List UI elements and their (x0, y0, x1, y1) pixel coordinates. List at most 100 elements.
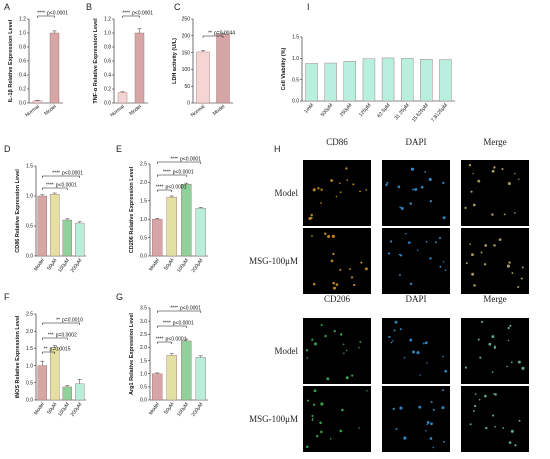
image-row-label-1-1: MSG-100μM (249, 414, 298, 424)
y-tick-label-I: 0.0 (292, 99, 299, 105)
sig-bracket-C-0 (202, 35, 224, 38)
micrograph-0-0-2 (461, 160, 529, 226)
cell-dot (409, 338, 413, 342)
cell-dot (399, 328, 402, 331)
cell-dot (477, 338, 480, 341)
cell-dot (345, 167, 348, 170)
cell-dot (429, 257, 432, 260)
cell-dot (484, 244, 488, 247)
cell-dot (469, 423, 472, 426)
y-tick-label-G: 3.5 (140, 306, 147, 312)
cell-dot (506, 264, 511, 268)
bar-D-0 (37, 195, 47, 257)
cell-dot (385, 183, 388, 187)
sig-bracket-A-0 (37, 15, 55, 18)
y-axis-label-C: LDH activity (U/L) (172, 38, 178, 84)
x-tick-label-D-2: 100μM (57, 258, 71, 274)
cell-dot (333, 329, 336, 333)
x-tick-label-E-3: 200μM (191, 258, 205, 274)
y-tick-label-A: 1.2 (19, 17, 26, 23)
cell-dot (398, 273, 401, 276)
sig-pvalue-B-0: p<0.0001 (132, 11, 153, 17)
cell-dot (488, 342, 492, 346)
cell-dot (424, 170, 427, 173)
x-tick-label-C-1: Model (212, 104, 226, 117)
cell-dot (311, 419, 314, 422)
bar-A-1 (49, 32, 60, 104)
sig-pvalue-E-0: p<0.0001 (166, 185, 187, 191)
bar-I-6 (420, 58, 433, 102)
cell-dot (320, 402, 324, 406)
sig-bracket-E-2 (157, 161, 201, 164)
y-axis-label-G: Arg1 Relative Expression Level (129, 313, 135, 395)
sig-stars-F-0: ** (44, 347, 48, 353)
cell-dot (339, 429, 343, 433)
x-tick-label-G-0: Model (148, 402, 161, 417)
y-tick-label-A: 0.2 (19, 87, 26, 93)
image-column-header-0-2: Merge (483, 137, 506, 147)
sig-bracket-F-1 (42, 337, 68, 340)
cell-dot (399, 206, 402, 208)
x-tick-label-D-3: 200μM (70, 258, 84, 274)
sig-bracket-G-1 (157, 325, 187, 328)
y-tick-label-A: 1.0 (19, 31, 26, 37)
cell-dot (514, 212, 516, 214)
y-tick-label-C: 0 (187, 101, 190, 107)
cell-dot (465, 262, 468, 265)
y-tick-label-C: 50 (184, 84, 190, 90)
sig-bracket-B-0 (122, 15, 140, 18)
sig-pvalue-A-0: p<0.0001 (47, 11, 68, 17)
cell-dot (442, 355, 444, 358)
cell-dot (473, 404, 477, 408)
y-tick-label-E: 2.5 (140, 162, 147, 168)
image-column-header-0-0: CD86 (326, 137, 348, 147)
x-tick-label-A-1: Model (43, 104, 57, 117)
x-tick-label-G-3: 200μM (191, 402, 205, 418)
bar-F-3 (75, 383, 85, 401)
cell-dot (439, 265, 442, 268)
cell-dot (521, 366, 525, 370)
y-tick-label-G: 2.5 (140, 332, 147, 338)
y-tick-label-E: 0.0 (140, 254, 147, 260)
cell-dot (311, 414, 314, 417)
x-tick-label-G-1: 50μM (163, 402, 175, 416)
cell-dot (474, 393, 477, 395)
bar-G-2 (181, 340, 192, 401)
cell-dot (479, 356, 482, 359)
x-tick-label-I-6: 15.625μM (411, 102, 430, 123)
cell-dot (507, 339, 510, 342)
panel-label-D: D (4, 144, 11, 154)
cell-dot (494, 425, 496, 428)
cell-dot (345, 376, 349, 380)
cell-dot (352, 183, 355, 186)
cell-dot (400, 206, 404, 210)
x-tick-label-I-2: 250μM (339, 102, 353, 118)
x-tick-label-G-2: 100μM (176, 402, 190, 418)
cell-dot (399, 406, 403, 410)
y-tick-label-D: 0.5 (26, 224, 33, 230)
bar-F-0 (37, 365, 47, 401)
bar-I-4 (381, 57, 395, 102)
x-tick-label-E-2: 100μM (176, 258, 190, 274)
cell-dot (429, 199, 433, 203)
panel-label-B: B (86, 2, 92, 12)
cell-dot (468, 164, 472, 167)
cell-dot (320, 188, 323, 191)
cell-dot (491, 169, 495, 173)
y-tick-label-I: 1.0 (292, 56, 299, 62)
y-tick-label-F: 1.0 (26, 363, 33, 369)
sig-pvalue-D-0: p<0.0001 (56, 183, 77, 189)
y-tick-label-A: 0.4 (19, 73, 26, 79)
sig-stars-C-0: ** (208, 31, 212, 37)
cell-dot (416, 249, 419, 251)
cell-dot (333, 286, 337, 290)
cell-dot (434, 241, 437, 244)
bar-I-2 (343, 61, 357, 102)
bar-I-0 (305, 63, 318, 102)
bar-C-1 (216, 33, 230, 104)
micrograph-1-0-0 (303, 318, 371, 384)
cell-dot (506, 365, 508, 368)
bar-E-1 (166, 196, 177, 257)
cell-dot (425, 240, 428, 243)
x-tick-label-I-5: 31.25μM (394, 102, 411, 121)
